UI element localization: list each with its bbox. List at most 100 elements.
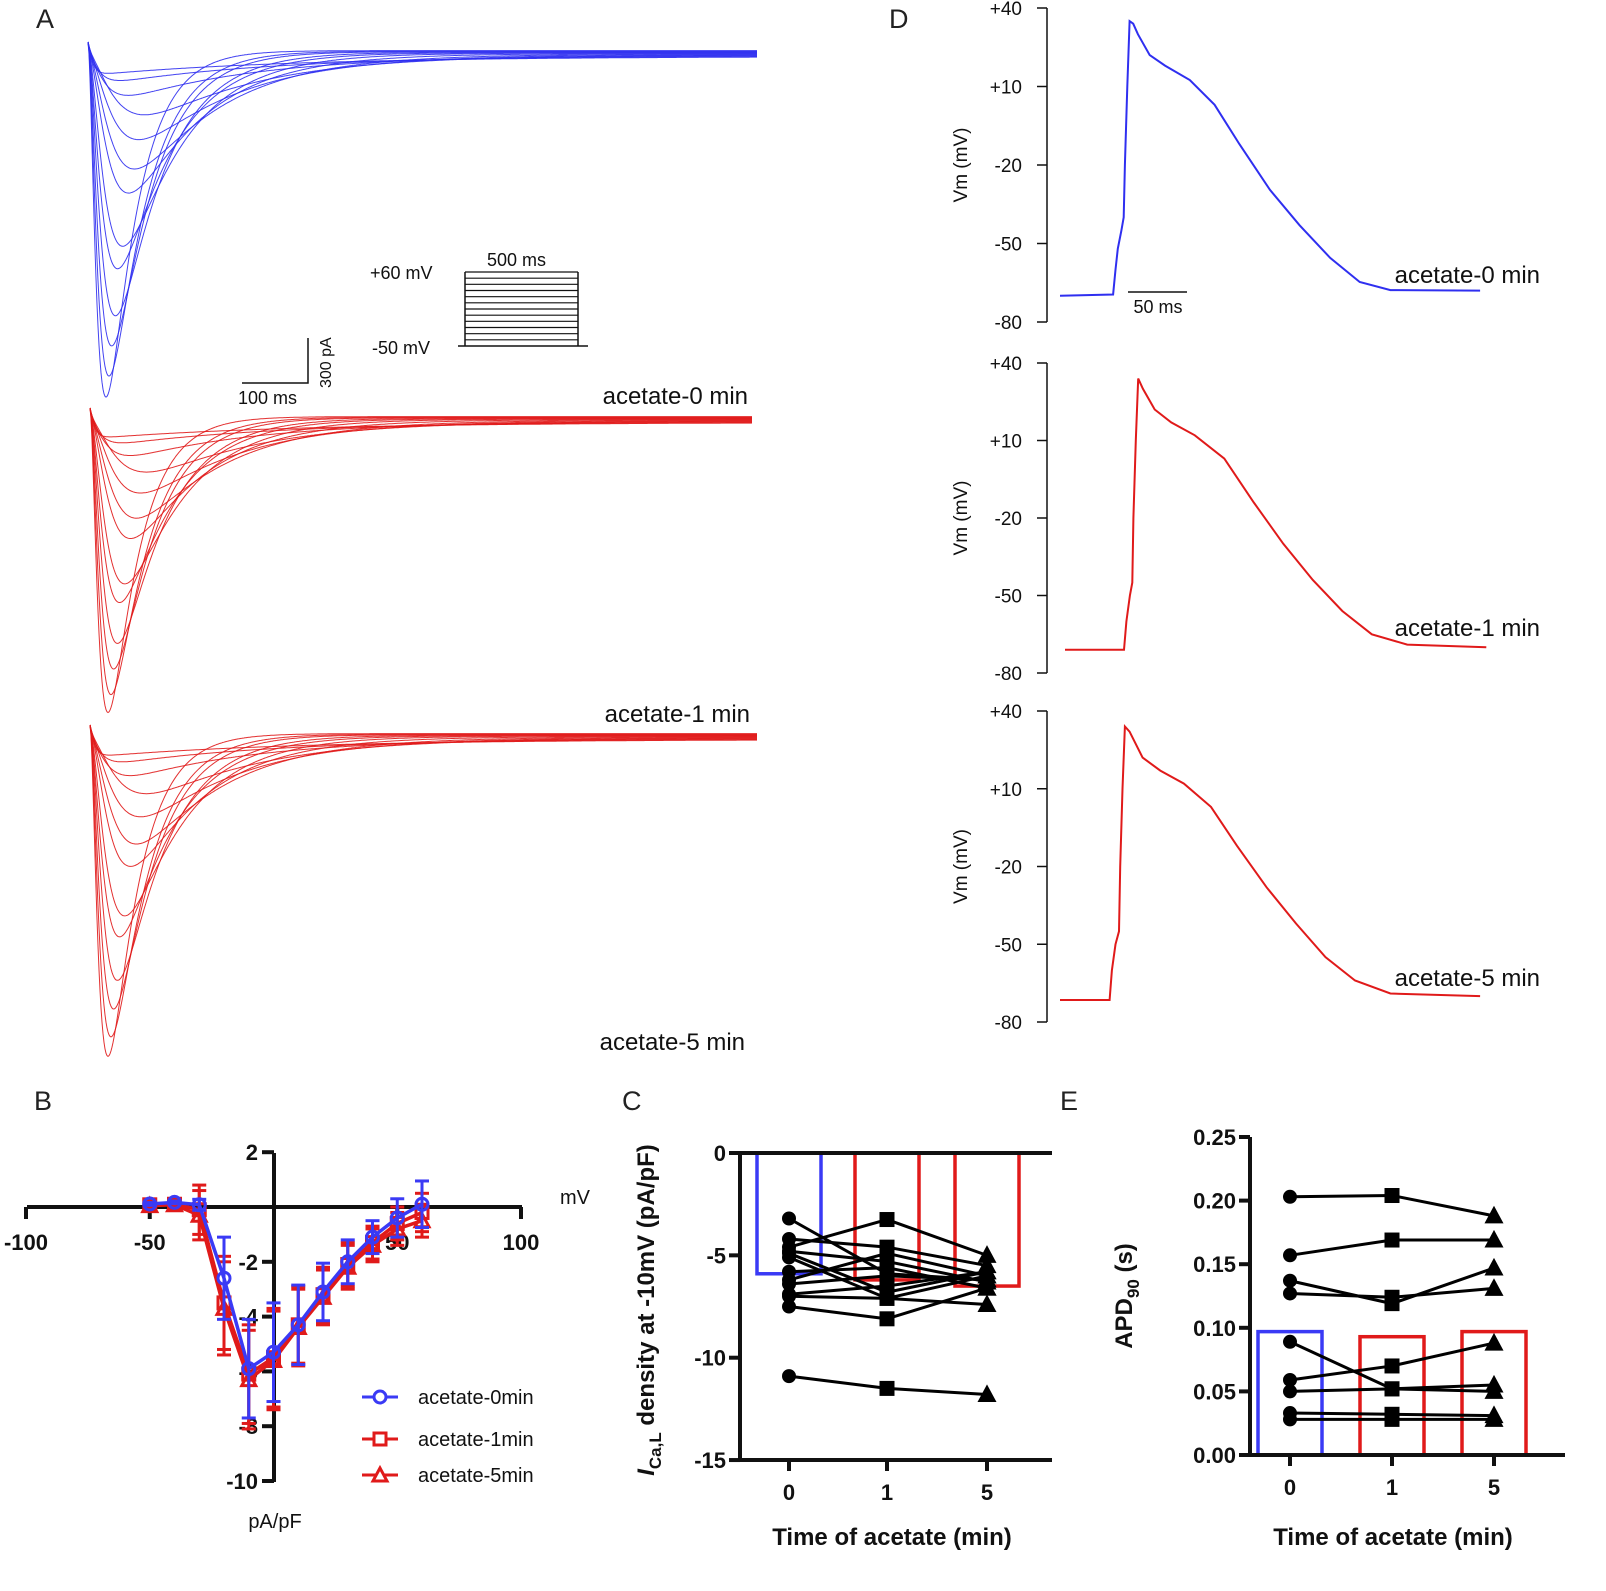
y-axis-label-e: APD90 (s) bbox=[1111, 1243, 1143, 1349]
x-tick-label: -100 bbox=[4, 1230, 48, 1255]
legend-b: acetate-0min acetate-1min acetate-5min bbox=[362, 1387, 534, 1487]
panel-label-d: D bbox=[889, 4, 909, 34]
legend-marker-triangle bbox=[370, 1464, 390, 1483]
y-tick-label: 2 bbox=[246, 1140, 258, 1165]
data-point bbox=[879, 1245, 895, 1261]
paired-subject bbox=[1283, 1332, 1504, 1387]
y-tick-label: 0.05 bbox=[1193, 1379, 1236, 1404]
data-point bbox=[191, 1197, 207, 1213]
x-tick-label: 1 bbox=[881, 1480, 893, 1505]
legend-marker-circle bbox=[372, 1389, 388, 1405]
current-trace bbox=[87, 41, 757, 194]
legend-marker-square bbox=[372, 1431, 388, 1447]
data-point bbox=[216, 1270, 232, 1286]
data-point bbox=[1283, 1248, 1297, 1263]
action-potential-trace bbox=[1065, 378, 1487, 651]
x-tick-label: 100 bbox=[503, 1230, 540, 1255]
y-label-subscript: 90 bbox=[1124, 1279, 1143, 1298]
data-point bbox=[1384, 1232, 1400, 1248]
data-point bbox=[1283, 1384, 1297, 1399]
y-tick-label: +40 bbox=[990, 0, 1022, 20]
x-tick-label: 0 bbox=[783, 1480, 795, 1505]
y-tick-label: 0.20 bbox=[1193, 1189, 1236, 1214]
data-point bbox=[1484, 1257, 1504, 1276]
data-point bbox=[1484, 1229, 1504, 1248]
data-point bbox=[1384, 1289, 1400, 1305]
data-point bbox=[977, 1245, 997, 1263]
current-trace bbox=[89, 724, 757, 981]
paired-subject bbox=[1283, 1409, 1504, 1427]
x-tick-label: -50 bbox=[134, 1230, 166, 1255]
current-trace bbox=[89, 407, 752, 585]
data-point bbox=[977, 1384, 997, 1403]
x-axis-label-b: mV bbox=[560, 1187, 591, 1209]
current-trace bbox=[89, 407, 752, 696]
data-point bbox=[782, 1277, 796, 1292]
current-trace bbox=[87, 41, 757, 116]
data-point bbox=[1283, 1334, 1297, 1349]
y-label-symbol: APD bbox=[1111, 1298, 1138, 1349]
x-tick-label: 5 bbox=[981, 1480, 993, 1505]
y-label-rest: density at -10mV (pA/pF) bbox=[633, 1144, 660, 1432]
current-trace bbox=[89, 724, 757, 756]
condition-label-a0: acetate-0 min bbox=[603, 383, 748, 410]
y-axis-label-b: pA/pF bbox=[248, 1511, 301, 1533]
data-point bbox=[167, 1194, 182, 1210]
data-point bbox=[782, 1299, 796, 1314]
panel-e-apd90: Time of acetate (min) APD90 (s) 0.25 0.20… bbox=[1111, 1125, 1565, 1551]
y-tick-label: +40 bbox=[990, 702, 1022, 723]
condition-label-d: acetate-5 min bbox=[1395, 965, 1540, 992]
paired-subject bbox=[1283, 1188, 1504, 1224]
current-trace bbox=[89, 407, 752, 714]
data-point bbox=[290, 1317, 306, 1333]
panel-c-current-density: Time of acetate (min) ICa,L density at -… bbox=[633, 1141, 1052, 1551]
series-acetate-1min bbox=[142, 1183, 430, 1425]
y-axis-label-d: Vm (mV) bbox=[951, 481, 972, 556]
x-tick-label: 1 bbox=[1386, 1475, 1398, 1500]
paired-subject bbox=[782, 1289, 997, 1312]
protocol-duration-label: 500 ms bbox=[487, 250, 546, 270]
panel-label-c: C bbox=[622, 1086, 642, 1116]
y-label-rest: (s) bbox=[1111, 1243, 1138, 1279]
series-acetate-0min bbox=[142, 1179, 430, 1420]
current-trace bbox=[89, 724, 757, 938]
current-trace bbox=[89, 407, 752, 456]
paired-subject bbox=[782, 1268, 997, 1292]
current-trace bbox=[87, 41, 757, 347]
current-trace bbox=[89, 724, 757, 1010]
data-point bbox=[1384, 1188, 1400, 1204]
y-axis-label-c: ICa,L density at -10mV (pA/pF) bbox=[633, 1144, 665, 1476]
y-axis-label-d: Vm (mV) bbox=[951, 128, 972, 203]
data-point bbox=[1484, 1205, 1504, 1224]
y-tick-label: -50 bbox=[995, 587, 1022, 608]
action-potential-trace bbox=[1060, 724, 1481, 1001]
current-trace bbox=[89, 407, 752, 519]
data-point bbox=[1484, 1278, 1504, 1296]
y-tick-label: 0.25 bbox=[1193, 1125, 1236, 1150]
data-point bbox=[1283, 1189, 1297, 1204]
data-point bbox=[1384, 1358, 1400, 1374]
data-point bbox=[782, 1244, 796, 1259]
data-point bbox=[879, 1311, 895, 1327]
y-tick-label: 0.00 bbox=[1193, 1443, 1236, 1468]
scale-bar-a: 100 ms 300 pA bbox=[238, 337, 335, 408]
x-tick-label: 0 bbox=[1284, 1475, 1296, 1500]
legend-label-0min: acetate-0min bbox=[418, 1387, 534, 1409]
y-tick-label: +10 bbox=[990, 432, 1022, 453]
y-tick-label: 0 bbox=[714, 1141, 726, 1166]
data-point bbox=[1283, 1372, 1297, 1387]
current-trace bbox=[89, 407, 752, 539]
data-point bbox=[782, 1211, 796, 1226]
data-point bbox=[1484, 1374, 1504, 1393]
y-label-subscript: Ca,L bbox=[646, 1432, 665, 1469]
data-point bbox=[389, 1210, 405, 1226]
current-trace bbox=[87, 41, 757, 170]
y-tick-label: -10 bbox=[694, 1346, 726, 1371]
y-tick-label: -50 bbox=[995, 935, 1022, 956]
data-point bbox=[977, 1269, 997, 1288]
data-point bbox=[977, 1277, 997, 1296]
data-point bbox=[1484, 1409, 1504, 1427]
scale-bar-time-label-d: 50 ms bbox=[1133, 297, 1182, 317]
data-point bbox=[1283, 1412, 1297, 1427]
